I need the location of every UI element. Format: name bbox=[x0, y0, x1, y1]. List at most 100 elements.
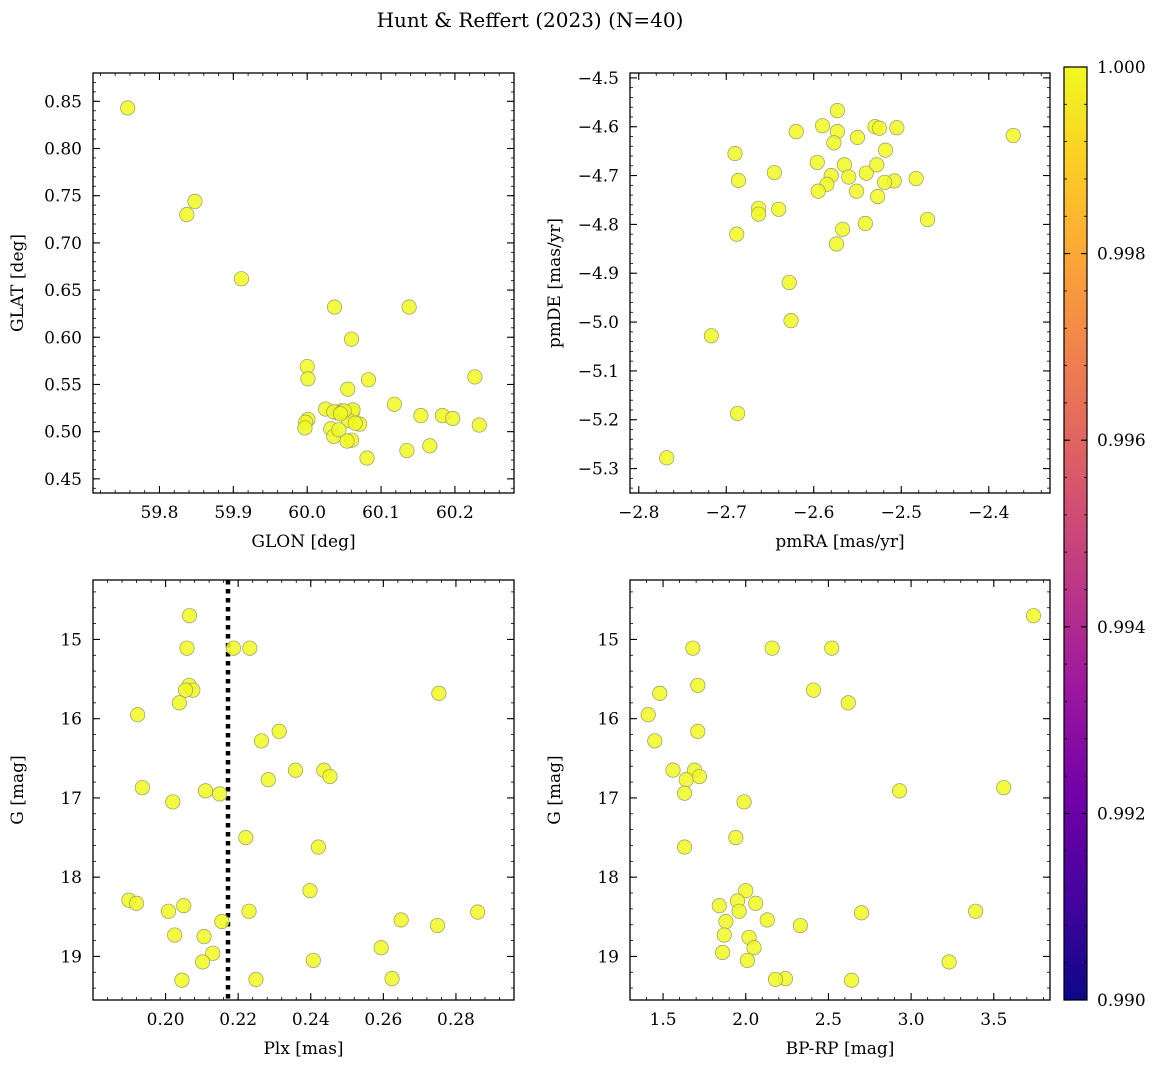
y-tick-label: 0.75 bbox=[44, 187, 82, 207]
data-point bbox=[764, 640, 780, 656]
x-tick-label: −2.6 bbox=[793, 503, 834, 523]
data-point bbox=[347, 415, 363, 431]
x-axis-label: pmRA [mas/yr] bbox=[775, 532, 904, 552]
data-point bbox=[805, 682, 822, 698]
y-tick-label: 0.65 bbox=[44, 281, 82, 301]
y-tick-label: −4.7 bbox=[578, 167, 619, 187]
data-point bbox=[729, 226, 745, 242]
data-point bbox=[759, 912, 775, 928]
y-tick-label: −4.9 bbox=[578, 264, 619, 284]
data-point bbox=[690, 723, 706, 739]
data-point bbox=[212, 786, 228, 802]
data-point bbox=[171, 695, 187, 711]
data-point bbox=[716, 927, 732, 943]
colorbar-tick-label: 0.990 bbox=[1097, 991, 1146, 1011]
y-tick-label: 0.60 bbox=[44, 328, 82, 348]
data-point bbox=[783, 313, 799, 329]
data-point bbox=[840, 695, 856, 711]
data-point bbox=[877, 142, 894, 158]
data-point bbox=[891, 783, 908, 799]
data-point bbox=[824, 640, 840, 656]
data-point bbox=[751, 206, 767, 222]
data-point bbox=[467, 369, 483, 385]
data-point bbox=[399, 442, 415, 459]
data-point bbox=[771, 201, 787, 217]
data-point bbox=[297, 420, 313, 436]
data-point bbox=[810, 183, 826, 199]
colorbar-tick-label: 1.000 bbox=[1097, 58, 1146, 78]
data-point bbox=[214, 913, 230, 930]
data-point bbox=[678, 772, 694, 788]
x-tick-label: 60.1 bbox=[362, 503, 400, 523]
tick-marks bbox=[93, 73, 514, 493]
y-axis-label: GLAT [deg] bbox=[8, 234, 28, 332]
x-tick-label: −2.4 bbox=[968, 503, 1009, 523]
data-point bbox=[1005, 127, 1021, 144]
x-axis-label: GLON [deg] bbox=[251, 532, 355, 552]
data-point bbox=[941, 954, 957, 970]
data-point bbox=[241, 903, 257, 919]
x-tick-label: 3.0 bbox=[898, 1010, 925, 1030]
data-point bbox=[767, 971, 784, 987]
y-tick-label: 0.50 bbox=[44, 423, 82, 443]
data-point bbox=[853, 905, 870, 921]
data-point bbox=[401, 299, 417, 315]
data-point bbox=[248, 971, 264, 987]
data-point bbox=[386, 396, 402, 412]
data-point bbox=[685, 640, 701, 656]
data-point bbox=[195, 954, 211, 970]
data-point bbox=[360, 372, 377, 388]
data-point bbox=[766, 165, 782, 181]
y-tick-label: 0.55 bbox=[44, 375, 82, 395]
x-tick-label: 60.0 bbox=[288, 503, 326, 523]
data-point bbox=[331, 422, 347, 438]
panel-glon-glat: 59.8 59.9 60.0 60.1 60.2 0.45 0.50 0.55 0.60 0.65… bbox=[8, 72, 515, 552]
data-point bbox=[196, 929, 212, 945]
data-point bbox=[242, 640, 258, 656]
data-point bbox=[835, 221, 851, 237]
x-tick-label: 0.22 bbox=[219, 1010, 257, 1030]
y-tick-label: 18 bbox=[597, 868, 619, 888]
data-point bbox=[134, 780, 150, 796]
data-point bbox=[781, 274, 797, 291]
x-tick-label: 59.8 bbox=[141, 503, 179, 523]
data-points bbox=[121, 608, 486, 988]
data-point bbox=[849, 129, 866, 146]
data-point bbox=[176, 898, 192, 914]
data-point bbox=[225, 640, 242, 656]
data-point bbox=[339, 433, 355, 449]
data-point bbox=[814, 118, 831, 134]
data-point bbox=[844, 972, 860, 988]
data-point bbox=[326, 299, 343, 315]
data-point bbox=[431, 685, 447, 701]
data-point bbox=[828, 236, 845, 252]
tick-marks bbox=[630, 73, 1050, 493]
y-tick-label: 0.70 bbox=[44, 234, 82, 254]
x-axis-label: Plx [mas] bbox=[263, 1039, 343, 1059]
data-point bbox=[233, 271, 250, 287]
y-tick-label: −5.2 bbox=[578, 411, 619, 431]
colorbar-gradient bbox=[1064, 67, 1087, 1000]
y-tick-label: −4.8 bbox=[578, 215, 619, 235]
data-point bbox=[652, 685, 668, 701]
x-tick-label: 2.5 bbox=[815, 1010, 842, 1030]
y-tick-label: 18 bbox=[60, 868, 82, 888]
x-axis-label: BP-RP [mag] bbox=[786, 1039, 895, 1059]
data-point bbox=[746, 940, 762, 956]
data-point bbox=[179, 207, 195, 223]
figure-title: Hunt & Reffert (2023) (N=40) bbox=[377, 8, 684, 32]
data-point bbox=[471, 417, 487, 433]
data-point bbox=[715, 944, 731, 961]
y-tick-label: 0.45 bbox=[44, 470, 82, 490]
data-point bbox=[728, 829, 744, 846]
colorbar-tick-label: 0.996 bbox=[1097, 431, 1146, 451]
data-points bbox=[659, 103, 1021, 466]
tick-marks bbox=[629, 580, 1050, 1000]
y-tick-label: −5.1 bbox=[578, 362, 619, 382]
data-point bbox=[736, 794, 752, 810]
data-point bbox=[302, 883, 318, 899]
data-point bbox=[160, 903, 177, 919]
data-point bbox=[340, 381, 356, 397]
data-point bbox=[167, 927, 183, 943]
x-tick-label: 59.9 bbox=[214, 503, 252, 523]
